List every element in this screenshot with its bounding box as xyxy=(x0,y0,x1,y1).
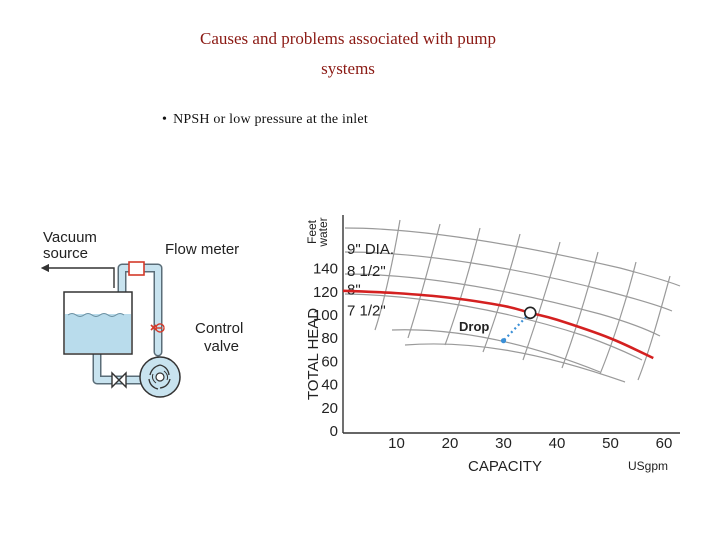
y-tick-label: 100 xyxy=(313,307,338,324)
y-tick-label: 0 xyxy=(330,423,338,440)
title-line-2: systems xyxy=(321,59,375,78)
control-valve-label-2: valve xyxy=(204,338,239,355)
x-tick-label: 20 xyxy=(442,435,459,452)
bullet-text: NPSH or low pressure at the inlet xyxy=(173,112,368,127)
y-tick-label: 20 xyxy=(321,400,338,417)
y-tick-label: 40 xyxy=(321,377,338,394)
pump-icon xyxy=(139,356,181,398)
pump-curve-chart: 0 20 40 60 80 100 120 140 10 20 30 40 50 60 9" DIA. 8… xyxy=(305,215,681,475)
x-tick-label: 10 xyxy=(388,435,405,452)
operating-curve xyxy=(342,289,654,360)
impeller-label: 9" DIA. xyxy=(347,241,394,258)
tank-water xyxy=(65,314,131,353)
x-tick-label: 30 xyxy=(495,435,512,452)
vacuum-label-1: Vacuum xyxy=(43,229,97,246)
suction-pipe xyxy=(92,347,151,385)
drop-arrow-head-icon xyxy=(500,338,507,344)
pump-schematic: Vacuum source Flow meter Control valve xyxy=(40,229,243,398)
slide-title: Causes and problems associated with pump… xyxy=(0,24,696,84)
inlet-valve-icon xyxy=(111,371,127,389)
x-axis-unit: USgpm xyxy=(628,459,668,473)
title-line-1: Causes and problems associated with pump xyxy=(199,29,497,48)
x-tick-label: 60 xyxy=(656,435,673,452)
y-tick-label: 80 xyxy=(321,330,338,347)
y-axis-label: TOTAL HEAD xyxy=(305,308,322,400)
impeller-label: 7 1/2" xyxy=(347,302,386,319)
y-axis-unit-2: water xyxy=(316,217,330,247)
y-tick-label: 120 xyxy=(313,284,338,301)
x-tick-label: 50 xyxy=(602,435,619,452)
bullet-dot-icon: • xyxy=(162,112,168,127)
x-tick-label: 40 xyxy=(549,435,566,452)
impeller-label: 8 1/2" xyxy=(347,263,386,280)
vacuum-label-2: source xyxy=(43,245,88,262)
operating-point xyxy=(523,306,537,320)
y-axis-unit-1: Feet xyxy=(305,219,319,244)
y-tick-label: 140 xyxy=(313,261,338,278)
control-valve-label-1: Control xyxy=(195,320,243,337)
chart-grid-curves xyxy=(344,219,681,383)
drop-label: Drop xyxy=(459,319,489,334)
drop-arrow xyxy=(502,316,528,342)
control-valve-icon xyxy=(150,323,165,333)
flow-meter-icon xyxy=(128,261,145,276)
y-tick-label: 60 xyxy=(321,353,338,370)
flow-meter-label: Flow meter xyxy=(165,241,239,258)
bullet-item: • NPSH or low pressure at the inlet xyxy=(162,112,368,128)
x-axis-label: CAPACITY xyxy=(468,458,542,475)
